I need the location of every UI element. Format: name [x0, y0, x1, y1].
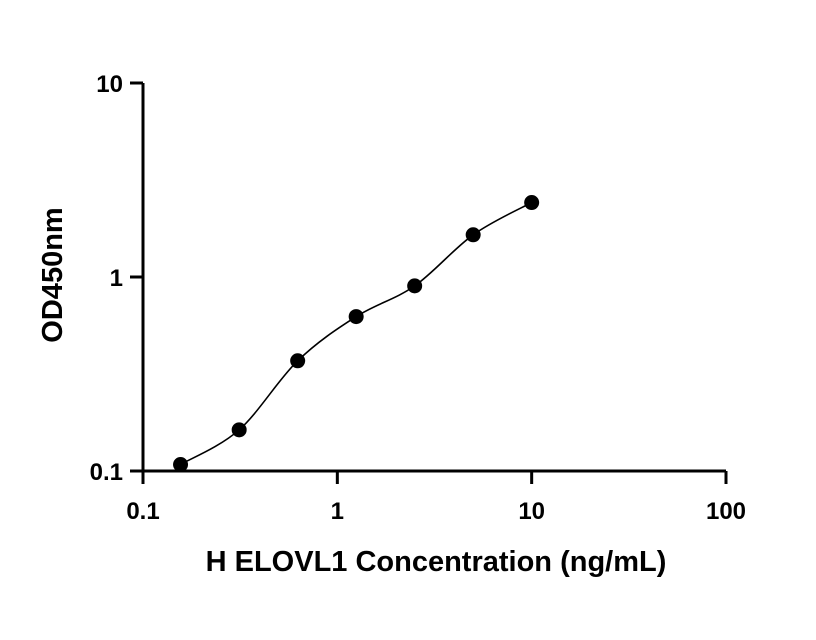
x-tick-label: 1	[331, 498, 344, 525]
data-point	[290, 353, 306, 369]
x-tick-label: 10	[518, 498, 545, 525]
axes	[141, 83, 726, 473]
x-axis-title: H ELOVL1 Concentration (ng/mL)	[206, 546, 667, 578]
x-tick-label: 100	[706, 498, 746, 525]
ticks: 0.1 1 10 100 0.1 1 10	[90, 71, 746, 525]
data-point	[407, 278, 423, 294]
y-tick-label: 0.1	[90, 459, 123, 486]
y-tick-label: 1	[110, 265, 123, 292]
data-point	[173, 457, 189, 473]
data-point	[524, 195, 540, 211]
y-tick-label: 10	[96, 71, 123, 98]
data-point	[231, 422, 247, 438]
data-point	[465, 227, 481, 243]
data-points	[173, 195, 540, 473]
x-tick-label: 0.1	[126, 498, 159, 525]
data-point	[348, 309, 364, 325]
y-axis-title: OD450nm	[37, 207, 69, 342]
fit-curve	[180, 201, 533, 466]
